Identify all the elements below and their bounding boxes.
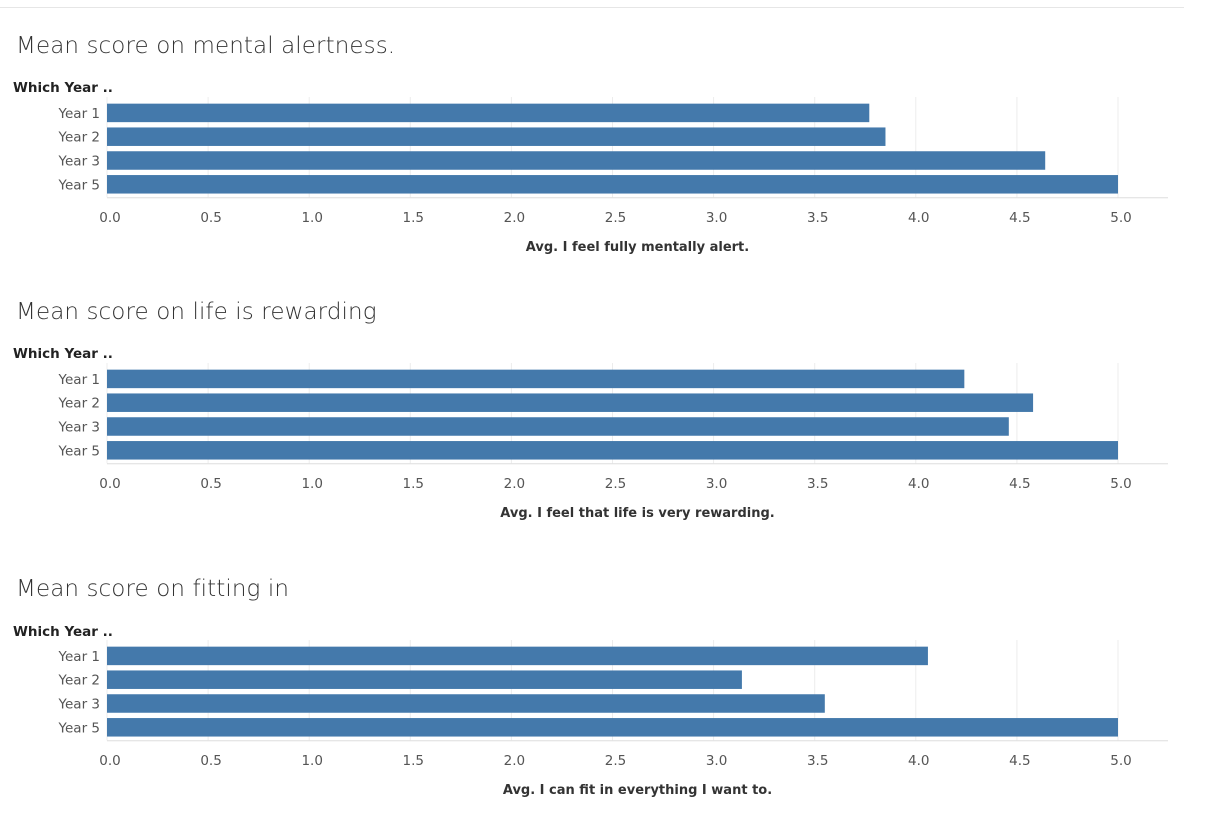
x-tick-label: 0.5 (200, 753, 221, 769)
x-tick-label: 4.0 (908, 210, 929, 226)
chart-panel-life-rewarding: Mean score on life is rewarding Which Ye… (0, 299, 1214, 529)
x-axis-title: Avg. I feel that life is very rewarding. (500, 506, 774, 521)
x-tick-label: 2.5 (605, 753, 626, 769)
bar-year-5[interactable] (107, 175, 1118, 194)
category-label: Year 3 (58, 697, 100, 713)
chart-title: Mean score on life is rewarding (16, 299, 377, 325)
top-divider (0, 7, 1184, 8)
x-tick-label: 4.5 (1009, 753, 1030, 769)
bar-year-5[interactable] (107, 441, 1118, 460)
x-tick-label: 3.5 (807, 476, 828, 492)
category-label: Year 3 (58, 420, 100, 436)
x-tick-label: 3.0 (706, 753, 727, 769)
x-tick-label: 2.0 (504, 753, 525, 769)
x-tick-label: 3.0 (706, 476, 727, 492)
x-tick-label: 0.0 (99, 753, 120, 769)
bar-year-1[interactable] (107, 103, 870, 123)
x-tick-label: 0.0 (99, 476, 120, 492)
x-tick-label: 4.0 (908, 476, 929, 492)
category-label: Year 5 (58, 443, 100, 459)
category-label: Year 2 (58, 130, 100, 146)
category-label: Year 1 (58, 372, 100, 388)
x-tick-label: 5.0 (1110, 753, 1131, 769)
row-header: Which Year .. (13, 80, 113, 96)
x-tick-label: 4.5 (1009, 210, 1030, 226)
category-label: Year 5 (58, 177, 100, 193)
x-tick-label: 5.0 (1110, 476, 1131, 492)
x-tick-label: 0.0 (99, 210, 120, 226)
row-header: Which Year .. (13, 346, 113, 362)
x-tick-label: 1.5 (403, 753, 424, 769)
x-axis-title: Avg. I can fit in everything I want to. (503, 783, 772, 798)
x-tick-label: 3.5 (807, 753, 828, 769)
bar-year-3[interactable] (107, 417, 1009, 436)
x-tick-label: 2.5 (605, 476, 626, 492)
x-tick-label: 1.0 (301, 476, 322, 492)
category-label: Year 2 (58, 396, 100, 412)
bar-year-2[interactable] (107, 393, 1034, 412)
chart-panel-fitting-in: Mean score on fitting in Which Year .. Y… (0, 576, 1214, 806)
category-label: Year 3 (58, 154, 100, 170)
x-tick-label: 1.5 (403, 210, 424, 226)
bar-chart-mental-alertness: Year 1 Year 2 Year 3 Year 5 0.0 0.5 1.0 1.5 2.0 2… (58, 97, 1168, 255)
bar-year-2[interactable] (107, 670, 742, 689)
x-tick-label: 4.5 (1009, 476, 1030, 492)
x-tick-label: 2.0 (504, 476, 525, 492)
x-tick-label: 1.0 (301, 753, 322, 769)
bar-year-1[interactable] (107, 646, 928, 666)
chart-panel-mental-alertness: Mean score on mental alertness. Which Ye… (0, 33, 1214, 263)
bar-year-5[interactable] (107, 718, 1118, 737)
category-label: Year 5 (58, 720, 100, 736)
category-label: Year 2 (58, 673, 100, 689)
bar-year-2[interactable] (107, 127, 886, 146)
x-tick-label: 1.0 (301, 210, 322, 226)
category-label: Year 1 (58, 106, 100, 122)
x-tick-label: 4.0 (908, 753, 929, 769)
bar-year-1[interactable] (107, 369, 965, 389)
x-tick-label: 3.5 (807, 210, 828, 226)
bar-year-3[interactable] (107, 694, 825, 713)
x-axis-title: Avg. I feel fully mentally alert. (526, 240, 749, 255)
category-label: Year 1 (58, 649, 100, 665)
x-tick-label: 5.0 (1110, 210, 1131, 226)
chart-title: Mean score on mental alertness. (16, 33, 396, 59)
x-tick-label: 0.5 (200, 210, 221, 226)
x-tick-label: 2.0 (504, 210, 525, 226)
x-tick-label: 3.0 (706, 210, 727, 226)
x-tick-label: 0.5 (200, 476, 221, 492)
x-tick-label: 1.5 (403, 476, 424, 492)
bar-year-3[interactable] (107, 151, 1046, 170)
x-tick-label: 2.5 (605, 210, 626, 226)
bar-chart-life-rewarding: Year 1 Year 2 Year 3 Year 5 0.0 0.5 1.0 1.5 2.0 2… (58, 363, 1168, 521)
row-header: Which Year .. (13, 624, 113, 640)
bar-chart-fitting-in: Year 1 Year 2 Year 3 Year 5 0.0 0.5 1.0 1.5 2.0 2… (58, 640, 1168, 798)
chart-title: Mean score on fitting in (16, 576, 290, 602)
